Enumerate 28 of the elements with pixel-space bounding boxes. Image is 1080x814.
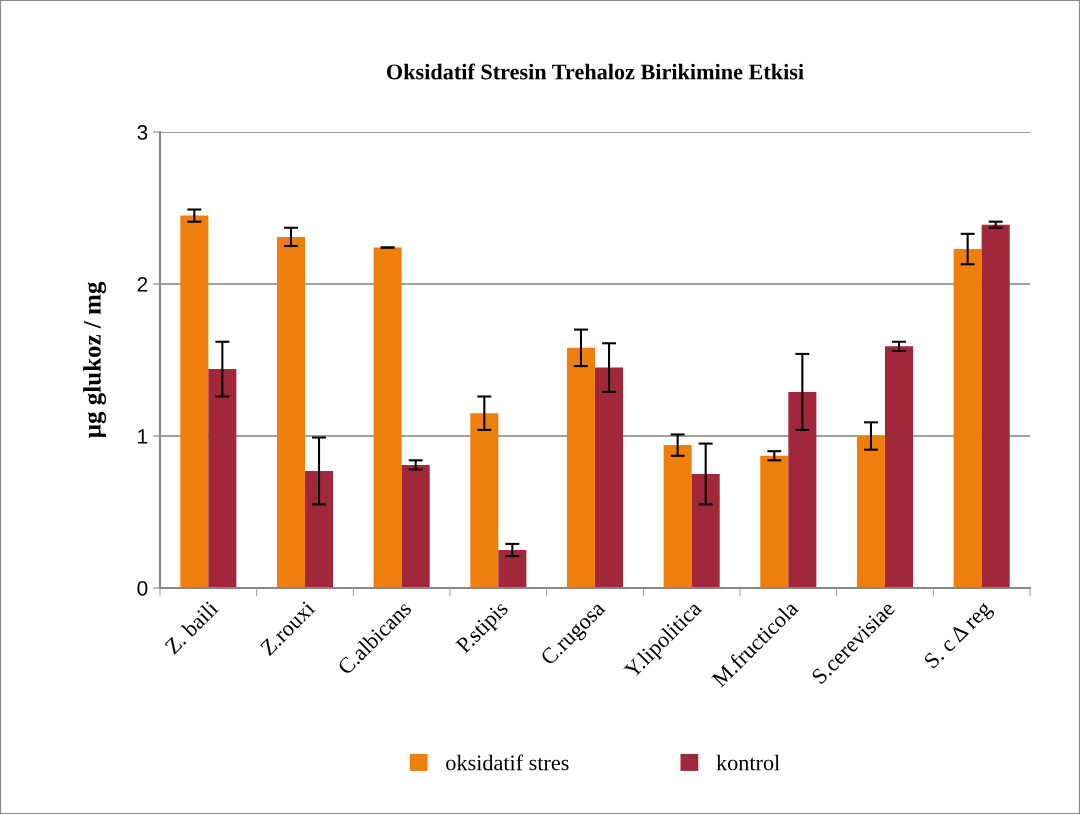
- bar: [953, 249, 982, 588]
- x-tick-label: S. c Δ reg: [923, 599, 996, 673]
- chart-title: Oksidatif Stresin Trehaloz Birikimine Etkisi: [386, 63, 804, 80]
- bar: [276, 236, 305, 588]
- bar: [981, 224, 1010, 588]
- bar: [373, 247, 402, 588]
- bar: [305, 470, 334, 588]
- bar: [691, 474, 720, 588]
- y-axis-title: µg glukoz / mg: [83, 281, 107, 438]
- bar: [401, 464, 430, 588]
- bar: [856, 436, 885, 588]
- x-tick-label: Z. baili: [163, 599, 220, 655]
- bar: [663, 445, 692, 588]
- bar: [760, 455, 789, 588]
- legend-label: kontrol: [716, 754, 780, 771]
- bar: [470, 413, 499, 588]
- y-tick-label: 2: [137, 277, 148, 292]
- bar: [566, 347, 595, 588]
- legend-label: oksidatif stres: [446, 754, 569, 771]
- y-tick-label: 0: [137, 581, 148, 596]
- bar: [788, 391, 817, 588]
- bar: [595, 367, 624, 588]
- bar: [885, 346, 914, 588]
- y-tick-label: 3: [137, 125, 148, 140]
- bar: [208, 369, 237, 588]
- y-tick-label: 1: [138, 429, 148, 444]
- bar: [498, 550, 527, 588]
- bar: [180, 215, 209, 588]
